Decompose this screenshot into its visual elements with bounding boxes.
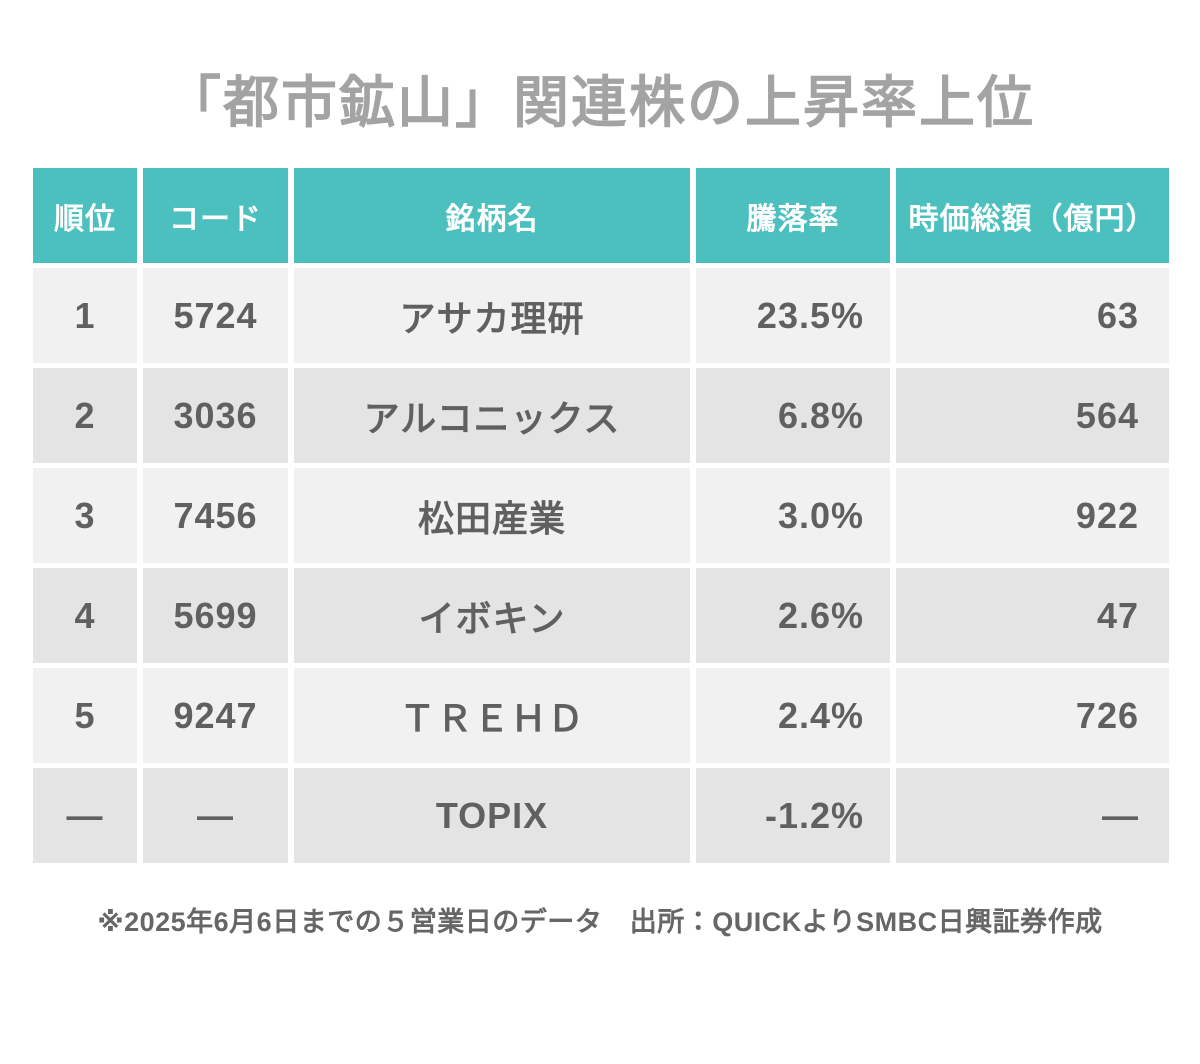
cell-stock-name: イボキン xyxy=(294,568,690,663)
cell-market-cap: — xyxy=(896,768,1169,863)
cell-rank: 3 xyxy=(33,468,137,563)
cell-change-rate: 2.4% xyxy=(696,668,890,763)
cell-stock-name: アサカ理研 xyxy=(294,268,690,363)
cell-market-cap: 564 xyxy=(896,368,1169,463)
cell-code: 5699 xyxy=(143,568,288,663)
cell-stock-name: ＴＲＥＨＤ xyxy=(294,668,690,763)
cell-rank: — xyxy=(33,768,137,863)
cell-code: 3036 xyxy=(143,368,288,463)
cell-stock-name: アルコニックス xyxy=(294,368,690,463)
column-header-name: 銘柄名 xyxy=(294,168,690,263)
cell-rank: 1 xyxy=(33,268,137,363)
cell-change-rate: 23.5% xyxy=(696,268,890,363)
source-footnote: ※2025年6月6日までの５営業日のデータ 出所：QUICKよりSMBC日興証券… xyxy=(97,907,1103,937)
cell-stock-name: 松田産業 xyxy=(294,468,690,563)
cell-rank: 2 xyxy=(33,368,137,463)
cell-code: 7456 xyxy=(143,468,288,563)
cell-market-cap: 726 xyxy=(896,668,1169,763)
column-header-mcap: 時価総額（億円） xyxy=(896,168,1169,263)
cell-rank: 5 xyxy=(33,668,137,763)
cell-code: 5724 xyxy=(143,268,288,363)
cell-change-rate: 6.8% xyxy=(696,368,890,463)
cell-market-cap: 922 xyxy=(896,468,1169,563)
page-title: 「都市鉱山」関連株の上昇率上位 xyxy=(165,71,1035,134)
column-header-change: 騰落率 xyxy=(696,168,890,263)
cell-rank: 4 xyxy=(33,568,137,663)
stock-ranking-table: 順位 コード 銘柄名 騰落率 時価総額（億円） 1 5724 アサカ理研 23.… xyxy=(33,168,1170,863)
column-header-code: コード xyxy=(143,168,288,263)
cell-code: 9247 xyxy=(143,668,288,763)
column-header-rank: 順位 xyxy=(33,168,137,263)
cell-code: — xyxy=(143,768,288,863)
cell-change-rate: 2.6% xyxy=(696,568,890,663)
cell-change-rate: -1.2% xyxy=(696,768,890,863)
cell-market-cap: 63 xyxy=(896,268,1169,363)
cell-market-cap: 47 xyxy=(896,568,1169,663)
cell-stock-name: TOPIX xyxy=(294,768,690,863)
cell-change-rate: 3.0% xyxy=(696,468,890,563)
